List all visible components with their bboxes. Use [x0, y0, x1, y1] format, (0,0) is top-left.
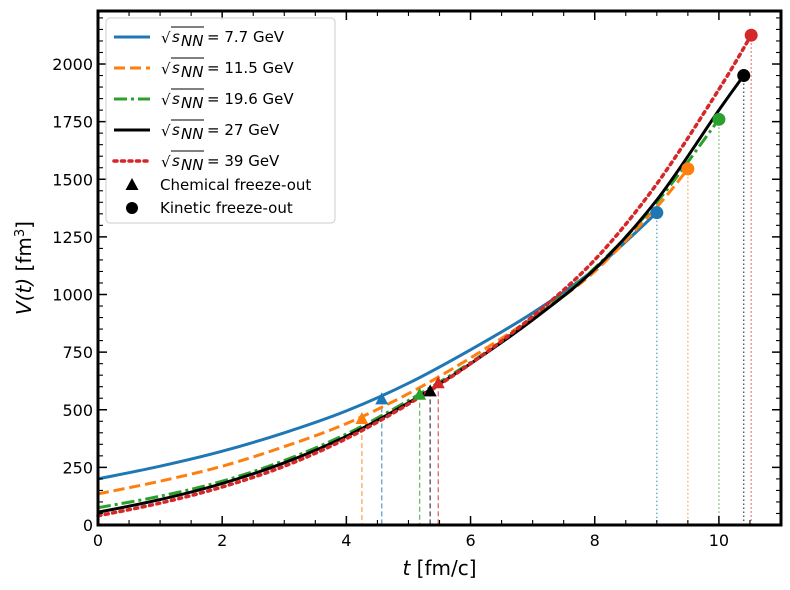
legend-marker-label-1: Kinetic freeze-out [160, 199, 293, 217]
x-tick-label-5: 10 [709, 531, 729, 550]
x-tick-label-1: 2 [217, 531, 227, 550]
x-tick-label-3: 6 [465, 531, 475, 550]
y-axis-label-unit: [fm [12, 237, 36, 278]
y-tick-label-1: 250 [62, 458, 93, 477]
legend-marker-label-0: Chemical freeze-out [160, 176, 311, 194]
legend-sqrt-1: √ [161, 60, 171, 78]
x-axis-label-unit: [fm/c] [410, 556, 476, 580]
legend-s-0: s [172, 28, 180, 46]
legend-s-4: s [172, 152, 180, 170]
y-tick-label-3: 750 [62, 343, 93, 362]
x-axis-label: t [fm/c] [402, 556, 476, 580]
y-tick-label-6: 1500 [52, 170, 93, 189]
legend-label-2: = 19.6 GeV [207, 90, 294, 108]
y-tick-label-5: 1250 [52, 228, 93, 247]
x-tick-label-2: 4 [341, 531, 351, 550]
legend-nn-3: NN [181, 125, 203, 143]
chemical-marker-2 [413, 387, 427, 400]
kinetic-marker-3 [737, 69, 751, 83]
legend-nn-4: NN [181, 156, 203, 174]
plot-area [96, 28, 758, 525]
legend-s-1: s [172, 59, 180, 77]
legend-label-1: = 11.5 GeV [207, 59, 294, 77]
series-line-1 [97, 167, 690, 496]
x-tick-label-4: 8 [590, 531, 600, 550]
legend-box [105, 17, 336, 224]
legend-sqrt-3: √ [161, 122, 171, 140]
kinetic-marker-1 [681, 162, 695, 176]
y-tick-label-0: 0 [83, 516, 93, 535]
kinetic-marker-0 [650, 206, 664, 220]
y-axis-label-close: ] [12, 221, 36, 229]
legend-sqrt-4: √ [161, 153, 171, 171]
y-axis-label: V(t) [fm3] [12, 221, 36, 315]
chemical-marker-4 [431, 376, 445, 389]
legend-kinetic-marker [126, 202, 138, 214]
x-tick-label-0: 0 [93, 531, 103, 550]
legend-s-3: s [172, 121, 180, 139]
legend-label-4: = 39 GeV [207, 152, 280, 170]
chemical-marker-3 [423, 384, 437, 397]
y-tick-label-8: 2000 [52, 55, 93, 74]
legend-sqrt-0: √ [161, 29, 171, 47]
legend-nn-2: NN [181, 94, 203, 112]
chemical-marker-0 [375, 392, 389, 405]
legend-s-2: s [172, 90, 180, 108]
legend-label-0: = 7.7 GeV [207, 28, 285, 46]
axis-labels: t [fm/c] V(t) [fm3] [12, 221, 477, 580]
legend-sqrt-2: √ [161, 91, 171, 109]
legend-nn-0: NN [181, 32, 203, 50]
kinetic-marker-4 [744, 28, 758, 42]
y-axis-label-exponent: 3 [13, 229, 28, 237]
legend: √ s NN = 7.7 GeV√ s NN = 11.5 GeV√ s NN = 19.6 Ge… [105, 17, 336, 224]
y-tick-label-4: 1000 [52, 286, 93, 305]
y-axis-label-var: V(t) [12, 278, 36, 315]
chemical-marker-1 [355, 411, 369, 424]
legend-label-3: = 27 GeV [207, 121, 280, 139]
x-axis-label-var: t [402, 556, 411, 580]
legend-nn-1: NN [181, 63, 203, 81]
y-tick-label-2: 500 [62, 401, 93, 420]
legend-chemical-marker [125, 178, 139, 190]
series-line-4 [96, 33, 753, 518]
y-tick-label-7: 1750 [52, 113, 93, 132]
kinetic-marker-2 [712, 112, 726, 126]
axes: 0 2 4 6 8 10 0 250 500 750 1000 1250 1500 1750 2000 [52, 9, 783, 550]
